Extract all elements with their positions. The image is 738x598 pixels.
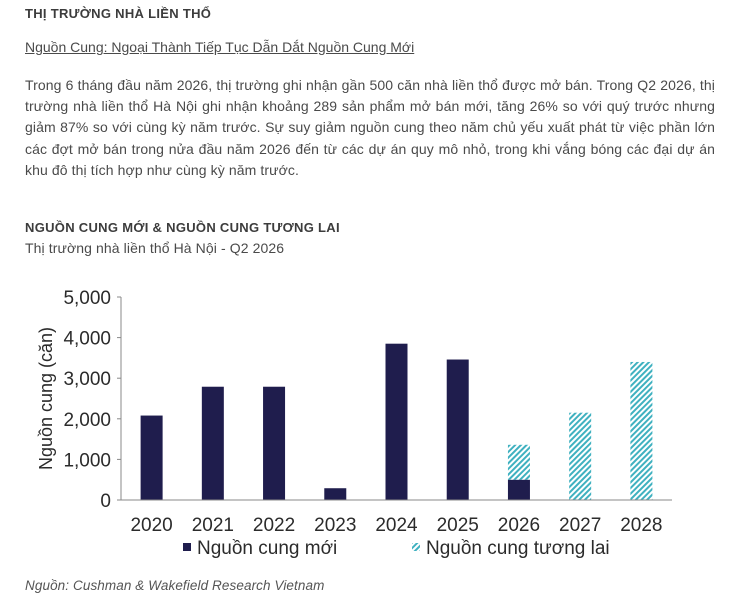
x-tick-label: 2023 — [314, 515, 356, 536]
supply-paragraph: Trong 6 tháng đầu năm 2026, thị trường g… — [25, 77, 715, 178]
y-tick-label: 5,000 — [63, 288, 111, 309]
supply-subheading: Nguồn Cung: Ngoại Thành Tiếp Tục Dẫn Dắt… — [25, 39, 415, 55]
x-tick-label: 2022 — [253, 515, 295, 536]
x-tick-label: 2026 — [498, 515, 540, 536]
legend-swatch-future-supply — [412, 543, 420, 551]
x-axis: 2020 2021 2022 2023 2024 2025 2026 2027 2028 — [121, 499, 672, 536]
chart-subtitle: Thị trường nhà liền thổ Hà Nội - Q2 2026 — [25, 240, 285, 256]
x-tick-label: 2028 — [620, 515, 662, 536]
y-tick-label: 1,000 — [63, 450, 111, 471]
bar-new-supply — [446, 359, 469, 500]
y-tick-label: 2,000 — [63, 410, 111, 431]
supply-bar-chart: 0 1,000 2,000 3,000 4,000 5,000 Nguồn cung (că… — [36, 288, 672, 559]
bar-future-supply — [569, 412, 592, 500]
x-tick-label: 2027 — [559, 515, 601, 536]
bar-new-supply — [140, 415, 163, 500]
x-tick-label: 2021 — [192, 515, 234, 536]
y-tick-label: 4,000 — [63, 329, 111, 350]
bar-new-supply — [385, 343, 408, 500]
chart-title: NGUỒN CUNG MỚI & NGUỒN CUNG TƯƠNG LAI — [25, 220, 340, 235]
bar-future-supply — [630, 361, 653, 500]
bar-new-supply — [324, 488, 347, 500]
x-tick-label: 2025 — [437, 515, 479, 536]
y-axis-title: Nguồn cung (căn) — [36, 327, 56, 470]
source-note: Nguồn: Cushman & Wakefield Research Viet… — [25, 578, 325, 593]
legend: Nguồn cung mới Nguồn cung tương lai — [183, 538, 610, 559]
legend-swatch-new-supply — [183, 543, 191, 551]
bar-new-supply — [507, 479, 530, 500]
bars — [140, 343, 653, 500]
bar-new-supply — [201, 386, 224, 500]
section-title: THỊ TRƯỜNG NHÀ LIỀN THỔ — [25, 6, 212, 21]
x-tick-label: 2020 — [130, 515, 172, 536]
bar-future-supply — [507, 444, 530, 480]
x-tick-label: 2024 — [375, 515, 418, 536]
legend-label: Nguồn cung tương lai — [426, 538, 610, 559]
y-axis: 0 1,000 2,000 3,000 4,000 5,000 Nguồn cung (că… — [36, 288, 122, 512]
y-tick-label: 0 — [100, 491, 111, 512]
legend-label: Nguồn cung mới — [197, 538, 337, 559]
y-tick-label: 3,000 — [63, 369, 111, 390]
bar-new-supply — [263, 386, 286, 500]
